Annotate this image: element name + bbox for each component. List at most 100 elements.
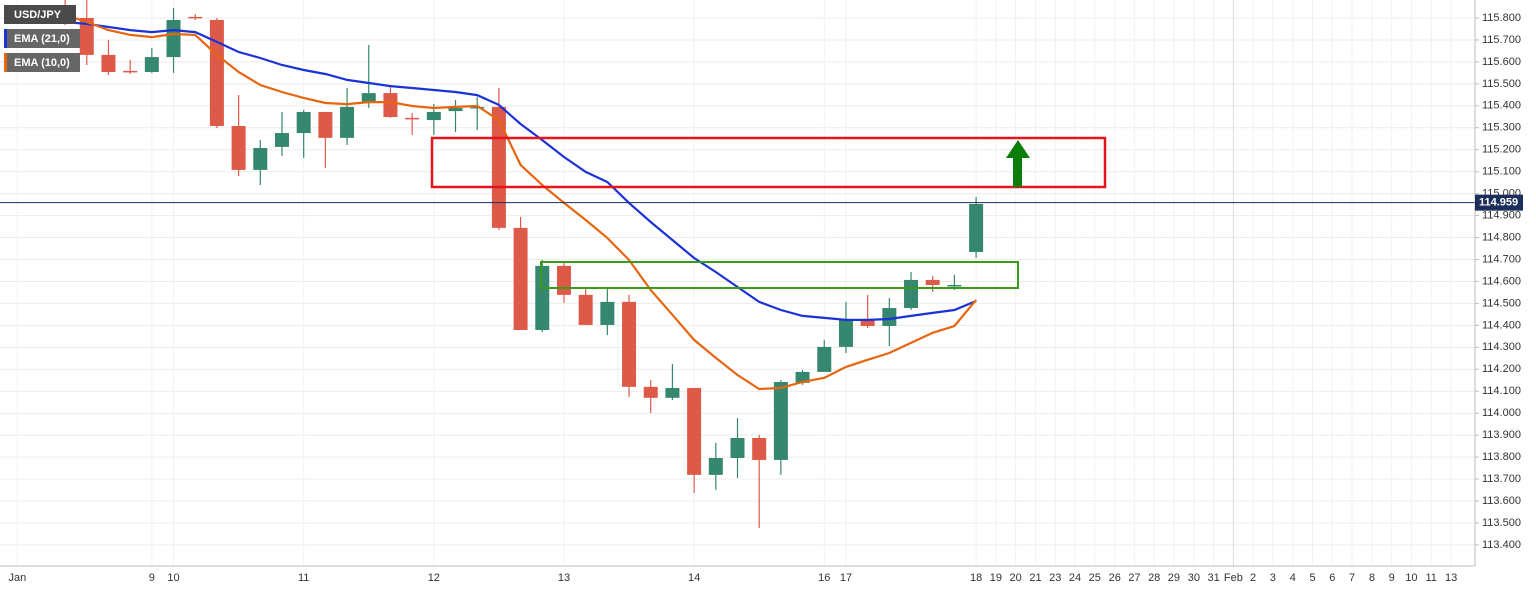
candle-body [665,387,680,398]
x-tick-label: 11 [298,572,309,584]
y-tick-label: 114.400 [1482,319,1521,331]
y-tick-label: 115.800 [1482,12,1521,24]
y-tick-label: 113.400 [1482,539,1521,551]
y-tick-label: 114.500 [1482,297,1521,309]
x-tick-label: 27 [1128,572,1140,584]
candle-body [209,19,224,127]
y-tick-label: 115.400 [1482,100,1521,112]
legend-symbol: USD/JPY [14,9,62,21]
candle-body [600,301,615,325]
candle-body [361,93,376,103]
x-tick-label: 29 [1168,572,1180,584]
candle-body [730,438,745,458]
grid [0,0,1475,566]
y-tick-label: 115.600 [1482,56,1521,68]
candle-body [274,133,289,147]
candle-body [795,371,810,383]
y-tick-label: 113.900 [1482,429,1521,441]
candle-body [513,227,528,330]
x-tick-label: 16 [818,572,830,584]
x-tick-label: 18 [970,572,982,584]
candle-body [860,319,875,327]
x-tick-label: 3 [1270,572,1276,584]
candle-body [296,111,311,134]
candle-body [882,308,897,327]
last-price-box [1475,194,1523,211]
candle-body [491,106,506,228]
x-tick-label: 4 [1290,572,1296,584]
candle-body [405,117,420,120]
x-tick-label: Feb [1224,572,1243,584]
x-tick-label: 6 [1329,572,1335,584]
candle-body [838,319,853,347]
x-tick-label: 13 [1445,572,1457,584]
x-tick-label: 8 [1369,572,1375,584]
x-tick-label: 25 [1089,572,1101,584]
candle-body [101,54,116,73]
legend-box [4,5,76,24]
x-tick-label: 11 [1425,572,1436,584]
x-tick-label: 10 [167,572,179,584]
candle-body [817,346,832,372]
ema-line [64,13,977,391]
y-tick-label: 113.700 [1482,473,1521,485]
candle-body [253,147,268,170]
x-tick-label: 13 [558,572,570,584]
candle-body [556,265,571,295]
candle-body [144,57,159,73]
legend-box [4,53,80,72]
y-tick-label: 114.800 [1482,231,1521,243]
y-tick-label: 113.600 [1482,495,1521,507]
y-tick-label: 114.300 [1482,341,1521,353]
x-tick-label: 21 [1029,572,1041,584]
arrow-shaft [1013,157,1022,187]
x-tick-label: 28 [1148,572,1160,584]
y-tick-label: 115.500 [1482,78,1521,90]
x-tick-label: 30 [1188,572,1200,584]
y-tick-label: 113.800 [1482,451,1521,463]
support-box [540,261,1019,289]
y-tick-label: 114.700 [1482,253,1521,265]
axes: 113.400 113.500 113.600 113.700 113.800 113.9… [8,12,1523,584]
candle-body [708,457,723,475]
y-tick-label: 115.300 [1482,122,1521,134]
x-tick-label: 17 [840,572,852,584]
candle-body [79,18,94,55]
candle-body [904,279,919,309]
candle-body [166,19,181,58]
y-tick-label: 113.500 [1482,517,1521,529]
y-tick-label: 114.200 [1482,363,1521,375]
candle-body [925,279,940,285]
y-tick-label: 114.600 [1482,275,1521,287]
candle-body [188,16,203,19]
candle-body [318,111,333,138]
x-tick-label: 31 [1207,572,1219,584]
ema-line [65,20,977,321]
x-tick-label: 26 [1109,572,1121,584]
x-tick-label: 23 [1049,572,1061,584]
x-tick-label: Jan [8,572,26,584]
candle-body [470,106,485,109]
x-tick-label: 20 [1009,572,1021,584]
legend-entry: EMA (10,0) [14,57,70,69]
candle-body [123,70,138,73]
legend-swatch [4,29,7,48]
x-tick-label: 10 [1405,572,1417,584]
legend-box [4,29,80,48]
resistance-box [430,136,1107,189]
candle-body [535,265,550,330]
legend-entry: EMA (21,0) [14,33,70,45]
candle-body [687,387,702,475]
arrow-head [1006,140,1030,158]
y-tick-label: 115.100 [1482,166,1521,178]
x-tick-label: 24 [1069,572,1081,584]
candle-body [622,301,637,387]
candle-body [231,126,246,170]
candle-body [340,106,355,138]
candle-body [752,438,767,460]
y-tick-label: 114.900 [1482,210,1521,222]
candle-body [578,294,593,325]
x-tick-label: 12 [428,572,440,584]
